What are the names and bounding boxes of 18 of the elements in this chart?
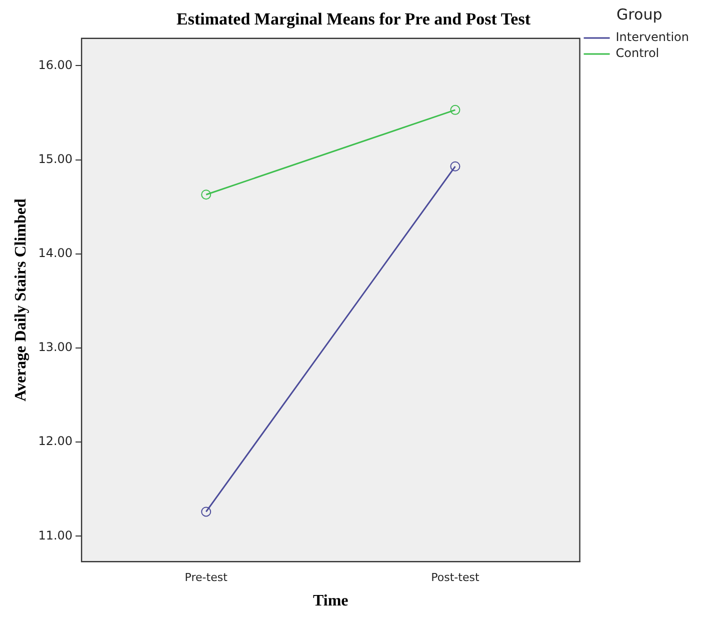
legend-label: Intervention bbox=[616, 30, 690, 44]
x-tick-label: Post-test bbox=[431, 571, 480, 584]
legend-label: Control bbox=[616, 46, 660, 60]
point bbox=[201, 506, 212, 517]
y-tick-label: 11.00 bbox=[38, 528, 73, 542]
x-axis-title: Time bbox=[313, 592, 348, 610]
chart-title: Estimated Marginal Means for Pre and Post Test bbox=[176, 10, 531, 29]
y-tick-label: 12.00 bbox=[38, 434, 73, 448]
y-tick-label: 14.00 bbox=[38, 246, 73, 260]
y-axis-title: Average Daily Stairs Climbed bbox=[12, 198, 30, 402]
x-tick-label: Pre-test bbox=[184, 571, 228, 584]
legend-title: Group bbox=[616, 5, 662, 24]
y-tick-label: 16.00 bbox=[38, 58, 73, 72]
y-tick-label: 13.00 bbox=[38, 340, 73, 354]
point bbox=[450, 161, 460, 172]
point bbox=[450, 104, 460, 115]
y-tick-label: 15.00 bbox=[38, 152, 73, 166]
point bbox=[201, 190, 212, 200]
